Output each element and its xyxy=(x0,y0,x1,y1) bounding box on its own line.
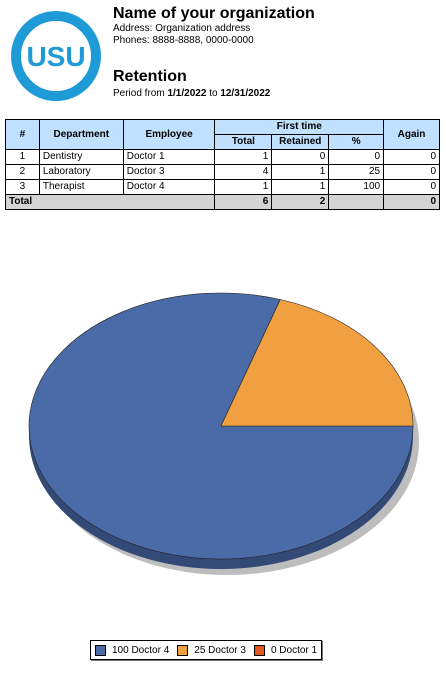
pie-chart xyxy=(0,280,446,580)
cell-percent: 100 xyxy=(328,179,385,195)
organization-logo: USU xyxy=(10,10,102,102)
retention-table: # Department Employee First time Again T… xyxy=(4,119,440,210)
total-label: Total xyxy=(4,194,216,210)
legend-item: 0 Doctor 1 xyxy=(253,644,318,656)
pie-chart-svg xyxy=(28,292,419,575)
cell-employee: Doctor 1 xyxy=(122,149,216,165)
cell-percent: 0 xyxy=(328,149,385,165)
report-period: Period from 1/1/2022 to 12/31/2022 xyxy=(113,88,270,100)
cell-department: Dentistry xyxy=(38,149,124,165)
legend-label: 100 Doctor 4 xyxy=(112,644,170,656)
cell-total: 1 xyxy=(214,149,273,165)
header-again: Again xyxy=(383,119,440,150)
header-total: Total xyxy=(214,134,273,150)
pie-slice xyxy=(220,299,414,427)
cell-num: 1 xyxy=(5,149,40,165)
legend-swatch xyxy=(177,644,189,656)
legend-label: 25 Doctor 3 xyxy=(194,644,246,656)
legend-label: 0 Doctor 1 xyxy=(270,644,318,656)
cell-retained: 1 xyxy=(271,179,330,195)
table-total-row: Total 6 2 0 xyxy=(4,194,440,210)
organization-address: Address: Organization address xyxy=(113,23,251,34)
legend-item: 25 Doctor 3 xyxy=(177,644,246,656)
period-prefix: Period from xyxy=(113,88,165,99)
header-retained: Retained xyxy=(271,134,330,150)
cell-department: Therapist xyxy=(38,179,124,195)
period-from: 1/1/2022 xyxy=(167,88,207,99)
cell-total: 1 xyxy=(214,179,273,195)
chart-legend: 100 Doctor 4 25 Doctor 3 0 Doctor 1 xyxy=(90,640,323,660)
header-first-time: First time xyxy=(214,119,385,135)
organization-name: Name of your organization xyxy=(113,5,315,22)
cell-retained: 1 xyxy=(271,164,330,180)
total-retained: 2 xyxy=(271,194,330,210)
legend-swatch xyxy=(253,644,265,656)
cell-num: 2 xyxy=(5,164,40,180)
header-employee: Employee xyxy=(122,119,216,150)
legend-swatch xyxy=(95,644,106,656)
report-title: Retention xyxy=(113,68,187,85)
period-to: 12/31/2022 xyxy=(220,88,271,99)
report-header: Retention Period from 1/1/2022 to 12/31/… xyxy=(113,67,270,100)
cell-again: 0 xyxy=(383,179,440,195)
cell-again: 0 xyxy=(383,164,440,180)
table-row: 3 Therapist Doctor 4 1 1 100 0 xyxy=(5,179,440,195)
cell-employee: Doctor 4 xyxy=(122,179,216,195)
legend-item: 100 Doctor 4 xyxy=(95,644,170,656)
cell-again: 0 xyxy=(383,149,440,165)
total-total: 6 xyxy=(214,194,273,210)
table-row: 2 Laboratory Doctor 3 4 1 25 0 xyxy=(5,164,440,180)
header-num: # xyxy=(5,119,40,150)
logo-text: USU xyxy=(26,41,85,72)
cell-employee: Doctor 3 xyxy=(122,164,216,180)
total-percent xyxy=(328,194,385,210)
cell-percent: 25 xyxy=(328,164,385,180)
total-again: 0 xyxy=(383,194,440,210)
table-row: 1 Dentistry Doctor 1 1 0 0 0 xyxy=(5,149,440,165)
header-percent: % xyxy=(328,134,385,150)
cell-num: 3 xyxy=(5,179,40,195)
header-department: Department xyxy=(38,119,124,150)
organization-info: Name of your organization Address: Organ… xyxy=(113,4,315,47)
cell-department: Laboratory xyxy=(38,164,124,180)
cell-total: 4 xyxy=(214,164,273,180)
period-to-word: to xyxy=(209,88,218,99)
organization-phones: Phones: 8888-8888, 0000-0000 xyxy=(113,35,254,46)
cell-retained: 0 xyxy=(271,149,330,165)
